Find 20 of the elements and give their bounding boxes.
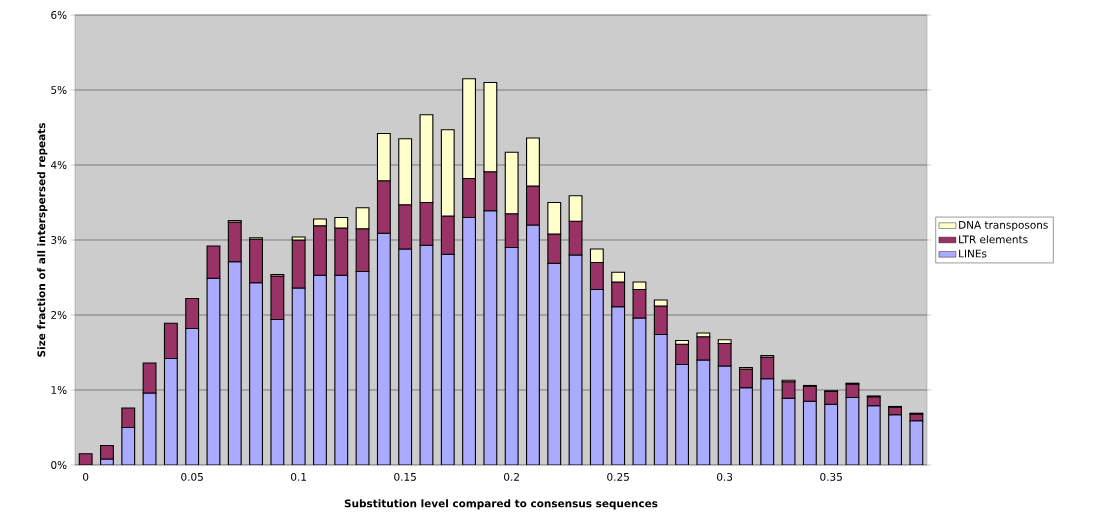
- x-tick-label: 0: [83, 472, 89, 481]
- x-tick-label: 0.35: [820, 472, 842, 481]
- x-tick-label: 0.2: [504, 472, 519, 481]
- y-tick-label: 4%: [50, 161, 67, 169]
- y-tick-label: 2%: [51, 311, 67, 319]
- legend-label: LINEs: [959, 249, 987, 258]
- x-tick-label: 0.25: [607, 472, 629, 481]
- y-tick-label: 3%: [51, 236, 67, 244]
- x-tick-label: 0.1: [291, 472, 307, 481]
- y-tick-label: 5%: [51, 86, 67, 94]
- y-axis-title: Size fraction of all interspersed repeats: [37, 123, 48, 357]
- x-tick-label: 0.05: [181, 472, 203, 481]
- y-tick-label: 0%: [51, 461, 67, 469]
- y-tick-label: 6%: [51, 11, 67, 19]
- x-axis-title: Substitution level compared to consensus sequences: [344, 499, 658, 510]
- y-tick-label: 1%: [51, 386, 67, 394]
- legend-label: DNA transposons: [959, 221, 1048, 231]
- x-tick-label: 0.15: [394, 472, 416, 481]
- x-tick-label: 0.3: [717, 472, 733, 481]
- legend-label: LTR elements: [959, 235, 1028, 244]
